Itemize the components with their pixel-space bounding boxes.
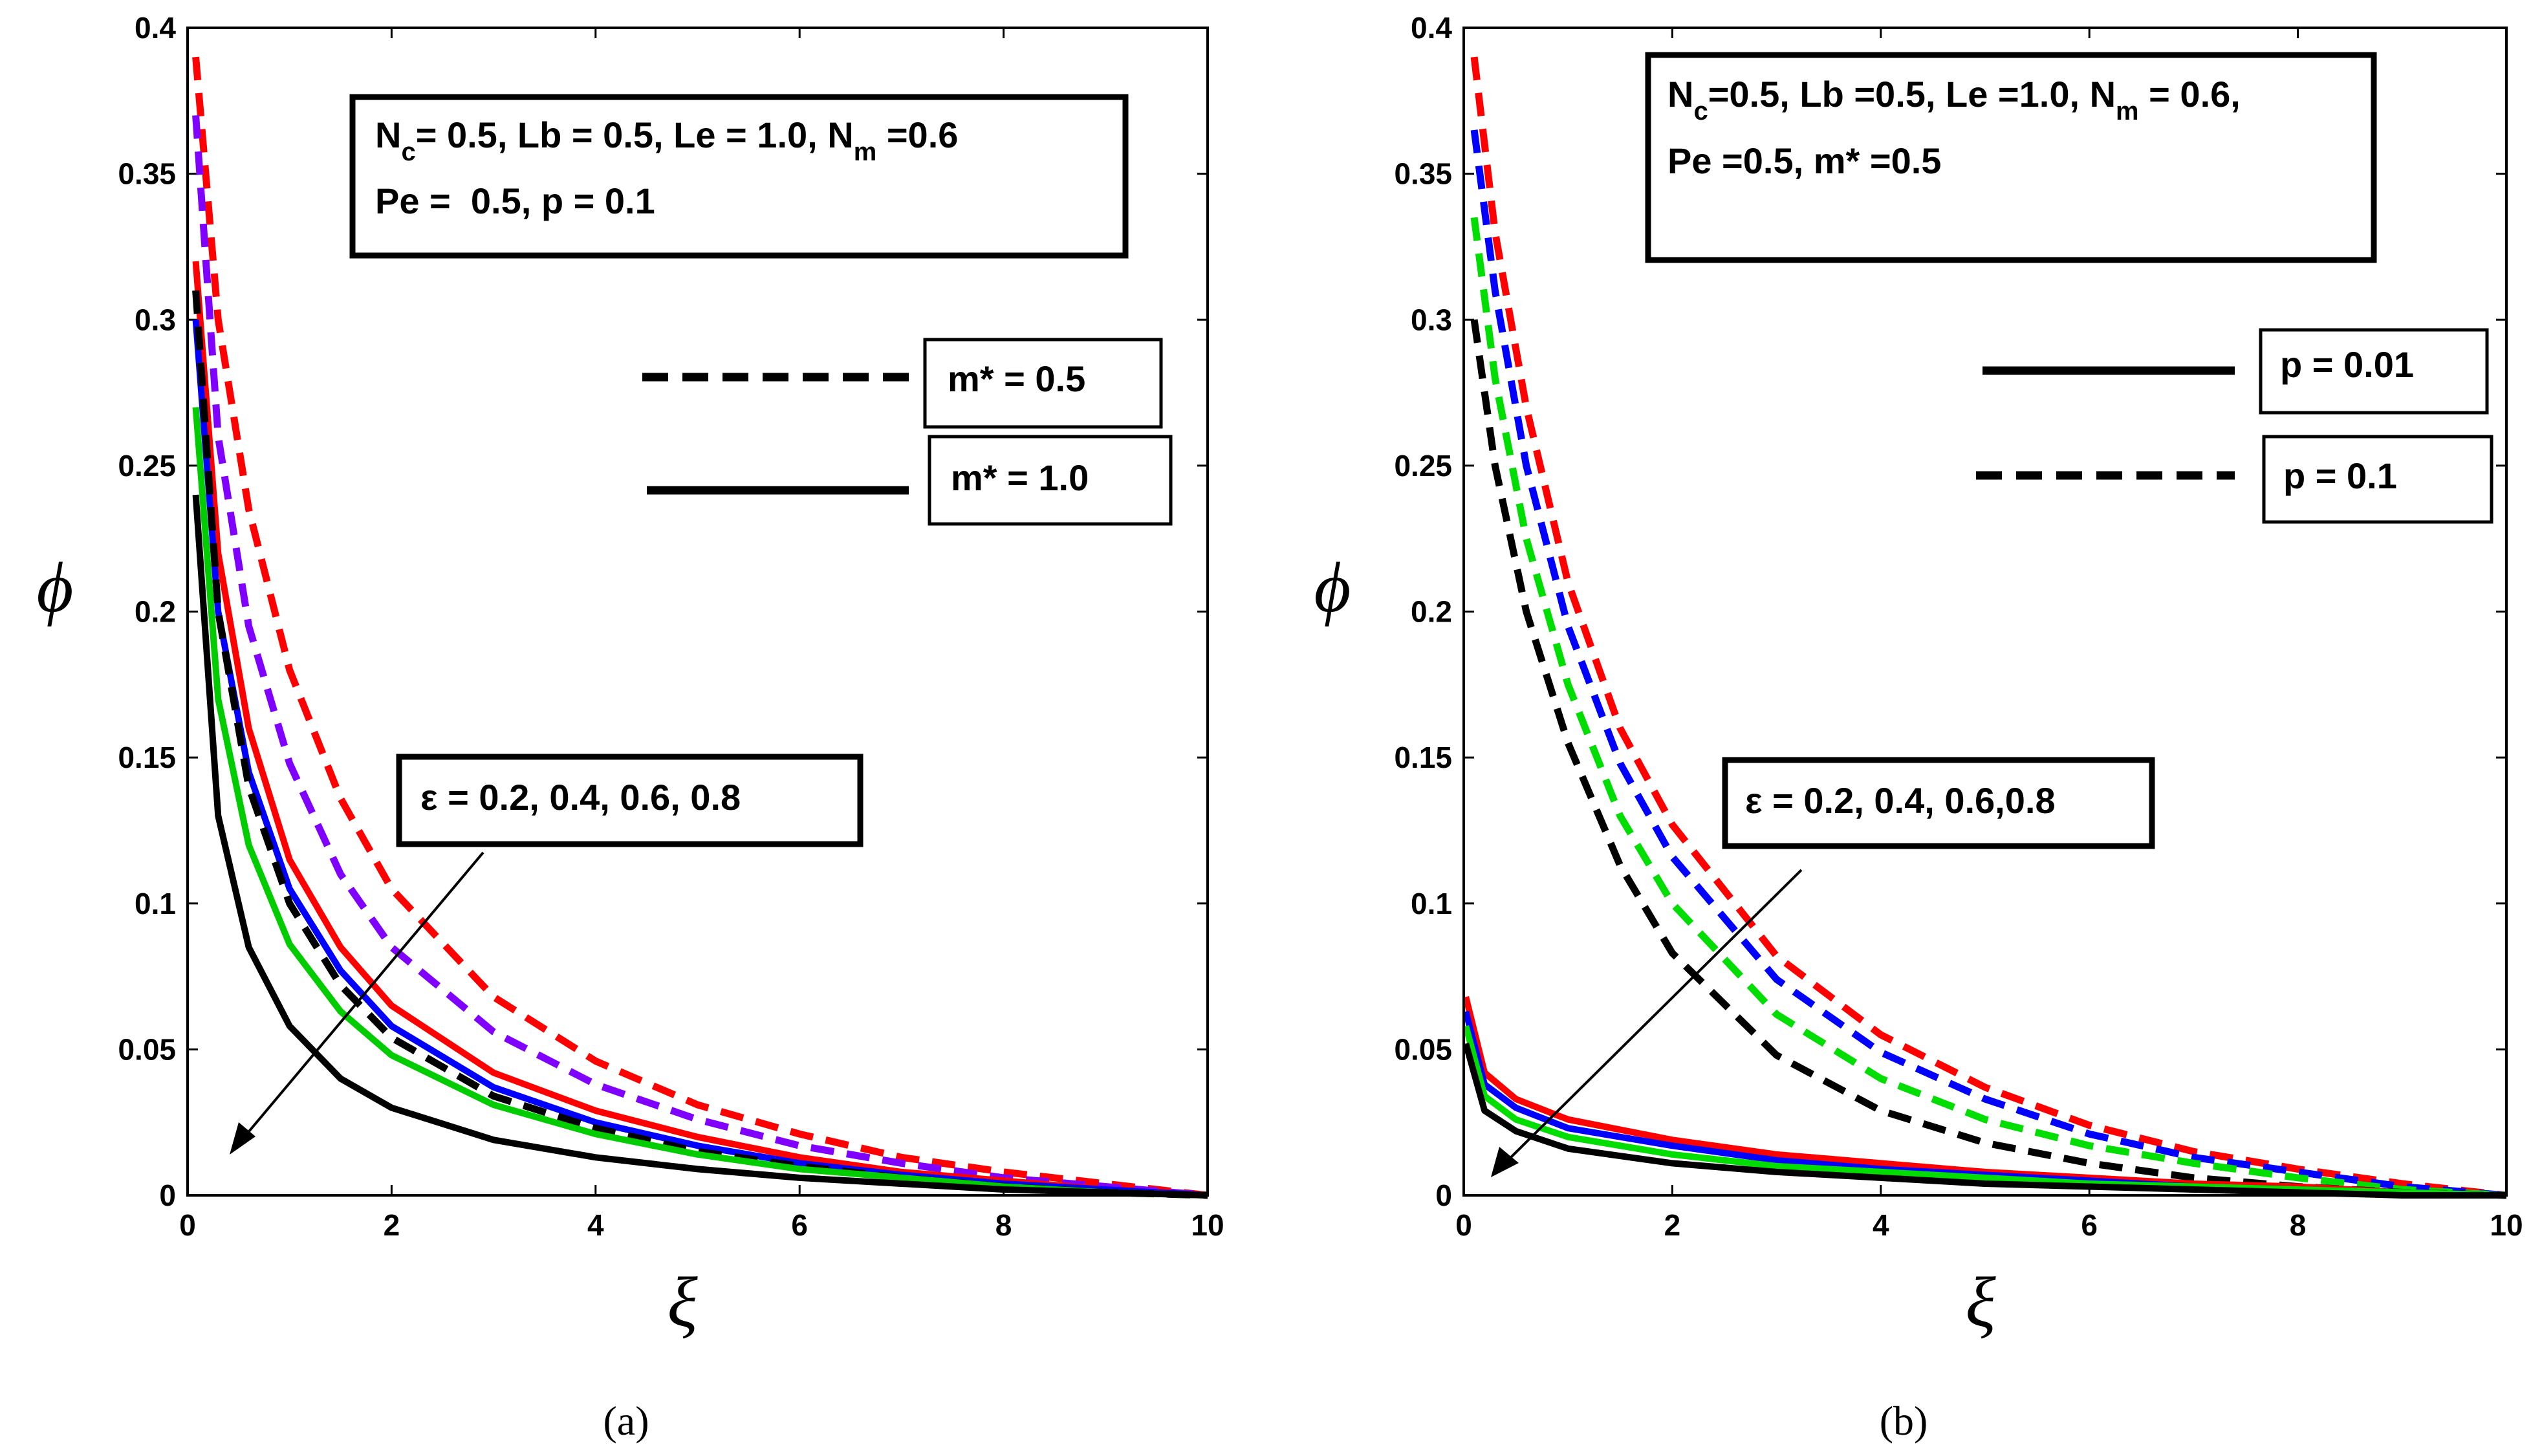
panel-a-params-line2: Pe = 0.5, p = 0.1: [375, 180, 655, 221]
x-tick-label: 10: [2490, 1208, 2523, 1242]
panel-b-label: (b): [1880, 1398, 1928, 1444]
y-tick-label: 0: [159, 1179, 176, 1212]
y-tick-label: 0.1: [1411, 887, 1452, 920]
panel-b-x-tick-labels: 0 2 4 6 8 10: [1455, 1208, 2523, 1242]
panel-b-y-tick-labels: 0 0.05 0.1 0.15 0.2 0.25 0.3 0.35 0.4: [1394, 11, 1452, 1212]
x-tick-label: 0: [179, 1208, 196, 1242]
series-line-dashed-1: [1470, 129, 2507, 1199]
panel-a-x-tick-labels: 0 2 4 6 8 10: [179, 1208, 1224, 1242]
panel-a-params-box: [349, 94, 1129, 259]
panel-a-legend-label-1: m* = 1.0: [951, 457, 1089, 498]
panel-a-epsilon-box: [396, 754, 864, 847]
panel-a-legend-label-0: m* = 0.5: [948, 358, 1085, 399]
y-tick-label: 0.25: [1394, 449, 1452, 483]
x-tick-label: 10: [1191, 1208, 1224, 1242]
panel-a-epsilon-arrow: [244, 851, 484, 1136]
x-tick-label: 4: [587, 1208, 604, 1242]
panel-a-label: (a): [603, 1398, 649, 1444]
x-tick-label: 8: [995, 1208, 1012, 1242]
series-line-dashed-0: [192, 56, 1208, 1199]
y-tick-label: 0.3: [1411, 303, 1452, 336]
panel-b-epsilon-box: [1722, 757, 2155, 849]
panel-b-params-box: [1645, 52, 2377, 263]
y-tick-label: 0.35: [1394, 157, 1452, 191]
y-tick-label: 0.4: [135, 11, 176, 45]
panel-b-params-line1: Nc=0.5, Lb =0.5, Le =1.0, Nm = 0.6,: [1667, 74, 2241, 125]
panel-a-epsilon-arrowhead: [230, 1122, 255, 1155]
panel-a-y-tick-labels: 0 0.05 0.1 0.15 0.2 0.25 0.3 0.35 0.4: [118, 11, 176, 1212]
panel-a-legend: m* = 0.5 m* = 1.0: [642, 338, 1173, 526]
x-tick-label: 6: [791, 1208, 808, 1242]
panel-a-legend-box-0: [923, 338, 1163, 429]
panel-b-x-axis-label: ξ: [1965, 1263, 1996, 1342]
panel-a: 0 2 4 6 8 10 00.050.10.150.20.250.30.350.4 ϕ …: [37, 11, 1224, 1444]
series-line-solid-7: [1462, 1043, 2506, 1199]
y-tick-label: 0.2: [1411, 595, 1452, 629]
x-tick-label: 4: [1873, 1208, 1889, 1242]
panel-b-legend-box-0: [2259, 328, 2489, 415]
y-tick-label: 0.05: [1394, 1032, 1452, 1066]
y-tick-label: 0.15: [118, 741, 176, 774]
panel-b-legend-label-1: p = 0.1: [2283, 455, 2397, 496]
series-line-solid-5: [192, 407, 1208, 1199]
panel-b-curves: [1462, 56, 2507, 1199]
y-tick-label: 0.05: [118, 1032, 176, 1066]
series-line-solid-6: [192, 494, 1208, 1199]
panel-a-x-axis-label: ξ: [667, 1263, 698, 1342]
y-tick-label: 0.35: [118, 157, 176, 191]
panel-b-epsilon-label: ε = 0.2, 0.4, 0.6,0.8: [1745, 780, 2056, 821]
y-tick-label: 0.25: [118, 449, 176, 483]
panel-b: 0 2 4 6 8 10 00.050.10.150.20.250.30.350.4 ϕ …: [1314, 11, 2523, 1444]
series-line-dashed-1: [192, 115, 1208, 1199]
x-tick-label: 2: [1664, 1208, 1681, 1242]
panel-a-epsilon-label: ε = 0.2, 0.4, 0.6, 0.8: [420, 777, 741, 818]
y-tick-label: 0.1: [135, 887, 176, 920]
panel-b-epsilon-arrowhead: [1491, 1147, 1519, 1177]
x-tick-label: 2: [384, 1208, 400, 1242]
y-tick-label: 0.3: [135, 303, 176, 336]
panel-b-epsilon-arrow: [1503, 869, 1803, 1166]
y-tick-label: 0: [1435, 1179, 1452, 1212]
panel-a-params-line1: Nc= 0.5, Lb = 0.5, Le = 1.0, Nm =0.6: [375, 114, 958, 166]
panel-b-legend-label-0: p = 0.01: [2280, 344, 2414, 385]
y-tick-label: 0.2: [135, 595, 176, 629]
panel-b-legend-box-1: [2262, 435, 2493, 524]
y-tick-label: 0.4: [1411, 11, 1452, 45]
panel-b-y-axis-label: ϕ: [1314, 548, 1351, 627]
x-tick-label: 6: [2081, 1208, 2098, 1242]
panel-a-curves: [192, 56, 1208, 1199]
panel-b-legend: p = 0.01 p = 0.1: [1976, 328, 2493, 524]
panel-a-y-axis-label: ϕ: [37, 548, 74, 627]
panel-b-params-line2: Pe =0.5, m* =0.5: [1667, 140, 1941, 181]
x-tick-label: 0: [1455, 1208, 1472, 1242]
x-tick-label: 8: [2290, 1208, 2307, 1242]
panel-a-legend-box-1: [928, 435, 1173, 526]
y-tick-label: 0.15: [1394, 741, 1452, 774]
panel-a-plot-frame: [186, 27, 1209, 1197]
panel-b-plot-frame: [1462, 27, 2508, 1197]
series-line-dashed-0: [1470, 56, 2507, 1199]
